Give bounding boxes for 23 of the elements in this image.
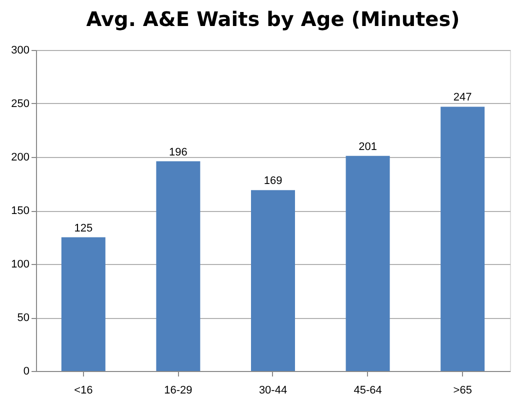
x-tick-label: 16-29 [164, 384, 192, 396]
bar [346, 156, 390, 371]
chart-title: Avg. A&E Waits by Age (Minutes) [86, 7, 460, 31]
y-tick-label: 200 [11, 152, 30, 164]
data-label: 196 [169, 146, 188, 158]
data-label: 247 [453, 92, 472, 104]
x-tick-label: 45-64 [354, 384, 382, 396]
bar [251, 190, 295, 371]
bar [61, 237, 106, 371]
y-tick-label: 300 [11, 44, 30, 56]
data-label: 125 [74, 222, 93, 234]
data-label: 169 [264, 175, 282, 188]
bar [156, 161, 200, 371]
y-tick-label: 50 [17, 312, 30, 324]
x-tick-label: <16 [74, 384, 93, 396]
y-tick-label: 0 [23, 366, 30, 378]
y-tick-label: 250 [11, 98, 30, 110]
bar [440, 106, 485, 371]
x-tick-label: 30-44 [258, 384, 288, 396]
y-tick-label: 150 [11, 205, 30, 217]
x-tick-label: >65 [453, 384, 472, 396]
y-tick-label: 100 [11, 258, 30, 270]
data-label: 201 [358, 140, 377, 153]
